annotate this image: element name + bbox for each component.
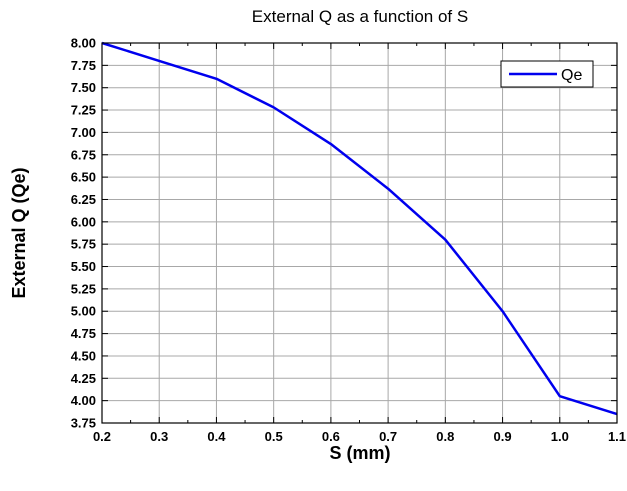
x-tick-label: 0.2 — [93, 429, 111, 444]
y-axis-label: External Q (Qe) — [9, 167, 29, 298]
y-tick-label: 7.75 — [71, 58, 96, 73]
x-tick-label: 0.7 — [379, 429, 397, 444]
y-tick-label: 7.00 — [71, 125, 96, 140]
x-tick-labels: 0.2 0.3 0.4 0.5 0.6 0.7 0.8 0.9 1.0 1.1 — [93, 429, 626, 444]
y-tick-label: 6.75 — [71, 147, 96, 162]
y-tick-label: 3.75 — [71, 416, 96, 431]
y-tick-label: 5.00 — [71, 304, 96, 319]
legend-entry-qe: Qe — [561, 67, 582, 84]
x-tick-label: 1.1 — [608, 429, 626, 444]
y-tick-label: 7.50 — [71, 80, 96, 95]
y-tick-label: 8.00 — [71, 36, 96, 51]
legend: Qe — [500, 60, 594, 88]
y-tick-label: 5.50 — [71, 259, 96, 274]
y-tick-label: 6.00 — [71, 214, 96, 229]
x-tick-label: 1.0 — [551, 429, 569, 444]
y-tick-label: 4.00 — [71, 393, 96, 408]
x-tick-label: 0.3 — [150, 429, 168, 444]
y-tick-label: 4.50 — [71, 348, 96, 363]
y-tick-label: 5.25 — [71, 281, 96, 296]
series-layer — [101, 41, 618, 416]
y-tick-label: 6.25 — [71, 192, 96, 207]
x-tick-label: 0.6 — [322, 429, 340, 444]
y-tick-label: 7.25 — [71, 103, 96, 118]
tick-marks — [101, 42, 618, 424]
y-tick-label: 5.75 — [71, 237, 96, 252]
chart-title: External Q as a function of S — [252, 7, 468, 26]
x-axis-label: S (mm) — [329, 443, 390, 463]
y-tick-label: 4.25 — [71, 371, 96, 386]
x-tick-label: 0.4 — [207, 429, 226, 444]
y-tick-labels: 3.75 4.00 4.25 4.50 4.75 5.00 5.25 5.50 5.75 6.00… — [71, 36, 96, 431]
x-tick-label: 0.9 — [494, 429, 512, 444]
x-tick-label: 0.5 — [265, 429, 283, 444]
y-tick-label: 4.75 — [71, 326, 96, 341]
y-tick-label: 6.50 — [71, 170, 96, 185]
series-line-qe — [101, 41, 618, 416]
x-tick-label: 0.8 — [436, 429, 454, 444]
